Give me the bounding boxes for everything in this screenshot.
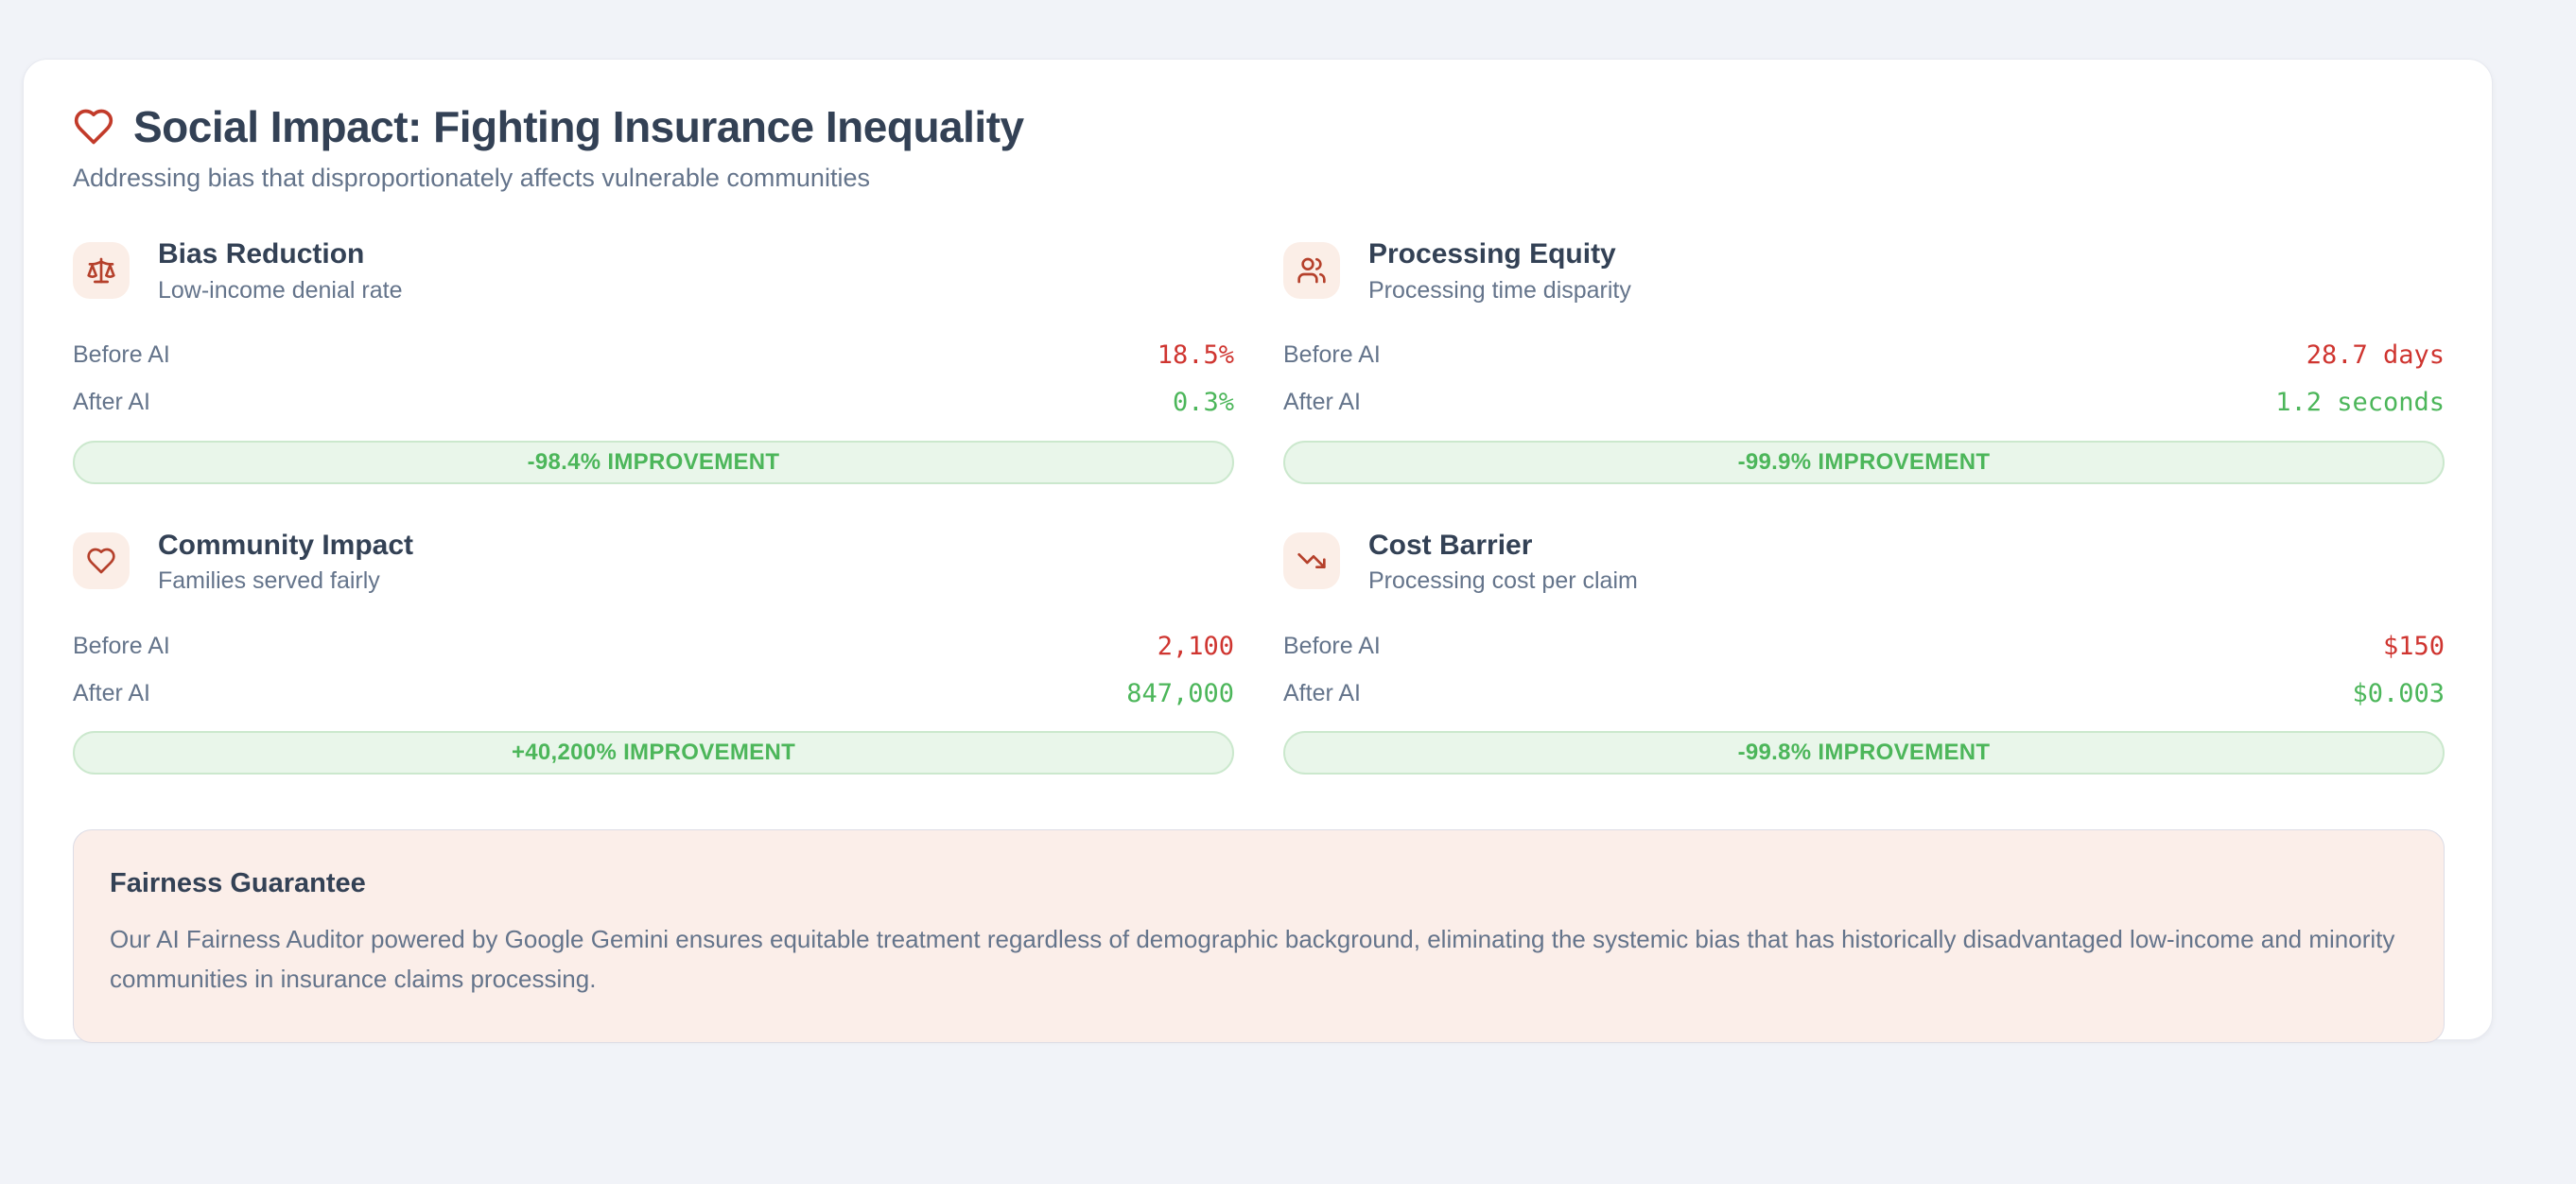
- metrics-grid: Bias Reduction Low-income denial rate Be…: [73, 236, 2445, 775]
- after-ai-value: 0.3%: [1172, 388, 1234, 417]
- before-ai-row: Before AI 18.5%: [73, 333, 1234, 378]
- metric-title: Community Impact: [158, 529, 414, 561]
- before-ai-label: Before AI: [1283, 632, 1381, 659]
- metric-title: Bias Reduction: [158, 238, 365, 270]
- before-ai-label: Before AI: [73, 632, 170, 659]
- before-ai-row: Before AI 28.7 days: [1283, 333, 2445, 378]
- after-ai-label: After AI: [73, 679, 150, 706]
- after-ai-value: 847,000: [1126, 678, 1234, 708]
- before-ai-value: 28.7 days: [2306, 340, 2445, 370]
- before-ai-row: Before AI 2,100: [73, 623, 1234, 669]
- social-impact-panel: Social Impact: Fighting Insurance Inequa…: [23, 59, 2493, 1044]
- heart-icon: [73, 532, 130, 590]
- page-subtitle: Addressing bias that disproportionately …: [73, 164, 870, 192]
- after-ai-row: After AI 0.3%: [73, 380, 1234, 426]
- after-ai-row: After AI 1.2 seconds: [1283, 380, 2445, 426]
- heart-icon: [74, 109, 113, 145]
- after-ai-value: 1.2 seconds: [2275, 388, 2445, 417]
- after-ai-value: $0.003: [2352, 678, 2445, 708]
- improvement-badge: -98.4% IMPROVEMENT: [73, 440, 1234, 484]
- metric-title: Processing Equity: [1368, 238, 1616, 270]
- metric-heading-text: Community Impact Families served fairly: [158, 528, 413, 596]
- users-icon: [1283, 241, 1340, 299]
- before-ai-value: 18.5%: [1157, 340, 1234, 370]
- improvement-text: -99.8% IMPROVEMENT: [1737, 740, 1991, 765]
- metric-description: Families served fairly: [158, 567, 380, 594]
- metric-header: Community Impact Families served fairly: [73, 528, 1234, 596]
- metric-header: Cost Barrier Processing cost per claim: [1283, 528, 2445, 596]
- metric-heading-text: Processing Equity Processing time dispar…: [1368, 236, 1631, 305]
- improvement-badge: -99.9% IMPROVEMENT: [1283, 440, 2445, 484]
- metric-heading-text: Bias Reduction Low-income denial rate: [158, 236, 402, 305]
- improvement-text: -99.9% IMPROVEMENT: [1737, 448, 1991, 475]
- metric-card-community-impact: Community Impact Families served fairly …: [73, 528, 1234, 775]
- after-ai-row: After AI 847,000: [73, 670, 1234, 716]
- after-ai-label: After AI: [73, 389, 150, 415]
- before-ai-value: $150: [2382, 631, 2445, 661]
- metric-description: Low-income denial rate: [158, 276, 403, 304]
- metric-header: Bias Reduction Low-income denial rate: [73, 236, 1234, 305]
- metric-heading-text: Cost Barrier Processing cost per claim: [1368, 528, 1638, 596]
- after-ai-label: After AI: [1283, 389, 1361, 415]
- fairness-guarantee-body: Our AI Fairness Auditor powered by Googl…: [110, 925, 2395, 993]
- metric-card-cost-barrier: Cost Barrier Processing cost per claim B…: [1283, 528, 2445, 775]
- metric-description: Processing time disparity: [1368, 276, 1631, 304]
- page-title: Social Impact: Fighting Insurance Inequa…: [133, 102, 1024, 151]
- before-ai-label: Before AI: [1283, 341, 1381, 368]
- metric-card-processing-equity: Processing Equity Processing time dispar…: [1283, 236, 2445, 484]
- metric-description: Processing cost per claim: [1368, 567, 1638, 594]
- trending-down-icon: [1283, 532, 1340, 590]
- metric-header: Processing Equity Processing time dispar…: [1283, 236, 2445, 305]
- improvement-text: -98.4% IMPROVEMENT: [527, 448, 780, 475]
- panel-header: Social Impact: Fighting Insurance Inequa…: [73, 101, 2445, 152]
- before-ai-row: Before AI $150: [1283, 623, 2445, 669]
- improvement-text: +40,200% IMPROVEMENT: [511, 740, 796, 765]
- fairness-guarantee-title: Fairness Guarantee: [110, 868, 366, 898]
- fairness-guarantee-box: Fairness Guarantee Our AI Fairness Audit…: [73, 829, 2445, 1044]
- before-ai-value: 2,100: [1157, 631, 1234, 661]
- after-ai-label: After AI: [1283, 679, 1361, 706]
- metric-title: Cost Barrier: [1368, 529, 1533, 561]
- improvement-badge: +40,200% IMPROVEMENT: [73, 731, 1234, 775]
- scale-icon: [73, 241, 130, 299]
- improvement-badge: -99.8% IMPROVEMENT: [1283, 731, 2445, 775]
- metric-card-bias-reduction: Bias Reduction Low-income denial rate Be…: [73, 236, 1234, 484]
- before-ai-label: Before AI: [73, 341, 170, 368]
- after-ai-row: After AI $0.003: [1283, 670, 2445, 716]
